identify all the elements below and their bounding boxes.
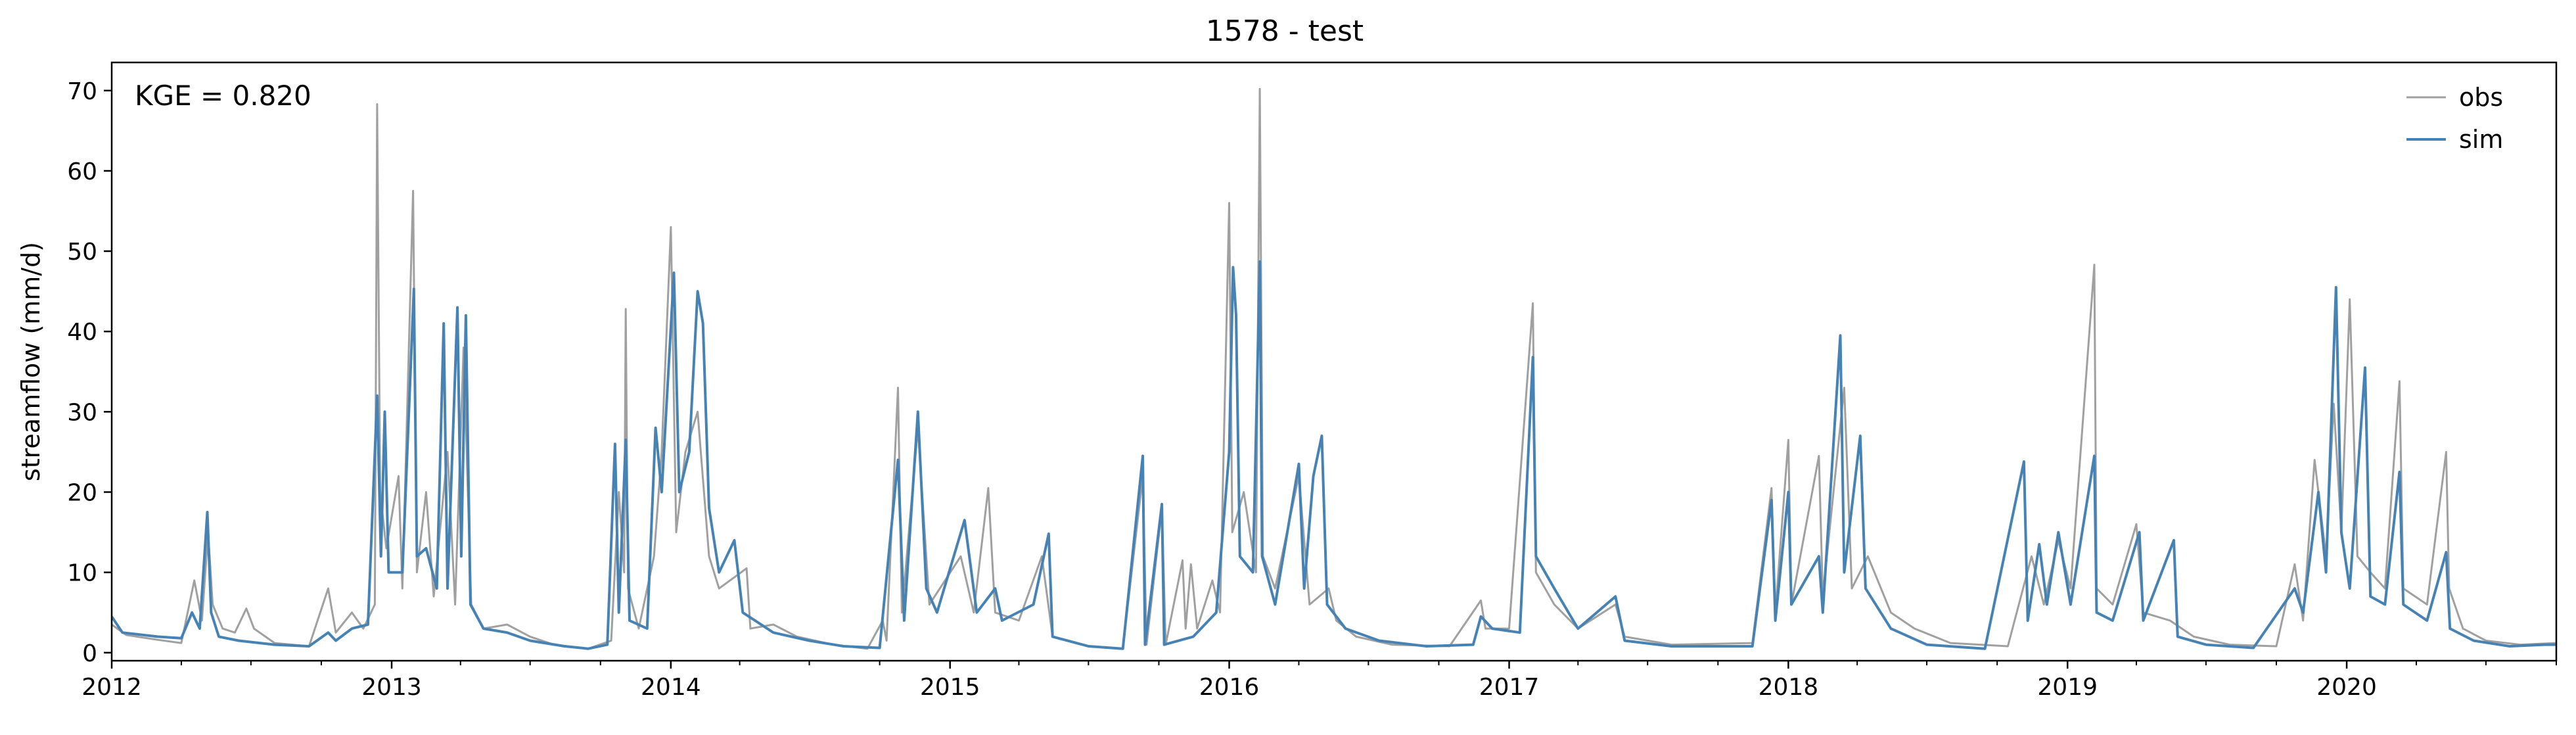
plot-frame bbox=[110, 61, 2558, 662]
y-tick-label-60: 60 bbox=[67, 158, 97, 185]
series-layer bbox=[112, 87, 2556, 650]
x-tick-label-2020: 2020 bbox=[2316, 674, 2377, 701]
y-tick-label-50: 50 bbox=[67, 239, 97, 266]
chart-title: 1578 - test bbox=[1206, 14, 1364, 48]
y-axis-label: streamflow (mm/d) bbox=[16, 242, 45, 481]
y-tick-label-40: 40 bbox=[67, 319, 97, 346]
legend-label-obs: obs bbox=[2459, 83, 2503, 112]
x-tick-label-2012: 2012 bbox=[81, 674, 142, 701]
y-tick-label-10: 10 bbox=[67, 560, 97, 587]
y-axis: 0 10 20 30 40 50 60 70 bbox=[67, 78, 112, 667]
y-tick-label-0: 0 bbox=[82, 640, 97, 667]
x-tick-label-2019: 2019 bbox=[2037, 674, 2098, 701]
kge-annotation: KGE = 0.820 bbox=[135, 80, 311, 112]
y-tick-label-20: 20 bbox=[67, 479, 97, 506]
y-tick-label-70: 70 bbox=[67, 78, 97, 105]
legend: obs sim bbox=[2406, 83, 2503, 154]
y-tick-label-30: 30 bbox=[67, 399, 97, 426]
x-tick-label-2014: 2014 bbox=[641, 674, 701, 701]
x-tick-label-2013: 2013 bbox=[361, 674, 422, 701]
x-tick-label-2017: 2017 bbox=[1479, 674, 1540, 701]
series-line-sim bbox=[112, 260, 2556, 650]
x-tick-label-2018: 2018 bbox=[1759, 674, 1819, 701]
x-axis: 2012 2013 2014 2015 2016 2017 2018 2019 2020 bbox=[81, 661, 2557, 701]
x-tick-label-2016: 2016 bbox=[1199, 674, 1260, 701]
series-line-obs bbox=[112, 87, 2556, 650]
legend-label-sim: sim bbox=[2459, 125, 2503, 154]
x-tick-label-2015: 2015 bbox=[920, 674, 980, 701]
